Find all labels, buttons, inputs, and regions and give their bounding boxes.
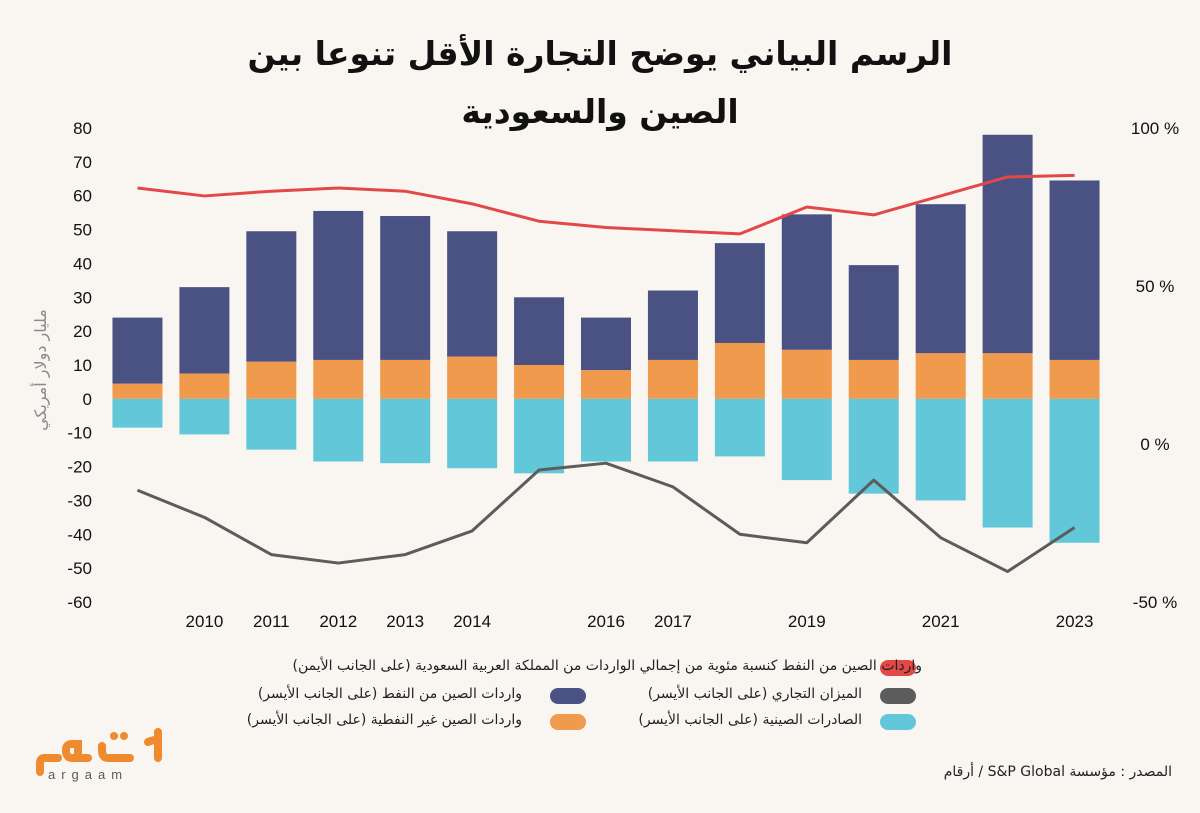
- x-tick-label: 2011: [253, 612, 290, 631]
- bar-nonoil-imports: [246, 361, 297, 399]
- y-tick-label: -40: [67, 525, 92, 544]
- y-tick-label: -60: [67, 593, 92, 612]
- y-tick-label: -30: [67, 491, 92, 510]
- bar-oil-imports: [1049, 180, 1100, 360]
- y2-tick-label: 100 %: [1131, 119, 1179, 138]
- y-tick-label: 30: [73, 288, 92, 307]
- bar-oil-imports: [714, 243, 765, 343]
- legend-swatch-share: [880, 660, 916, 676]
- legend-label-share: واردات الصين من النفط كنسبة مئوية من إجم…: [292, 658, 922, 674]
- y-tick-label: 0: [83, 390, 92, 409]
- bar-oil-imports: [380, 216, 431, 360]
- source-note: المصدر : مؤسسة S&P Global / أرقام: [943, 764, 1172, 780]
- bar-chinese-exports: [848, 398, 899, 494]
- legend-swatch-balance: [880, 688, 916, 704]
- x-tick-label: 2019: [788, 612, 826, 631]
- bar-nonoil-imports: [781, 349, 832, 399]
- bar-chinese-exports: [915, 398, 966, 501]
- x-tick-label: 2021: [922, 612, 960, 631]
- y2-tick-label: 50 %: [1136, 277, 1175, 296]
- bar-nonoil-imports: [179, 373, 230, 399]
- bar-nonoil-imports: [380, 359, 431, 399]
- bar-chinese-exports: [380, 398, 431, 464]
- legend-label-oil: واردات الصين من النفط (على الجانب الأيسر…: [257, 686, 522, 702]
- bar-oil-imports: [781, 214, 832, 350]
- bar-oil-imports: [246, 231, 297, 362]
- legend-swatch-nonoil: [550, 714, 586, 730]
- y2-tick-label: -50 %: [1133, 593, 1177, 612]
- x-tick-label: 2017: [654, 612, 692, 631]
- legend-swatch-exports: [880, 714, 916, 730]
- x-tick-label: 2012: [319, 612, 357, 631]
- y-tick-label: -10: [67, 424, 92, 443]
- bar-nonoil-imports: [313, 359, 364, 399]
- bar-oil-imports: [179, 287, 230, 374]
- bar-nonoil-imports: [647, 359, 698, 399]
- bar-nonoil-imports: [1049, 359, 1100, 399]
- bar-nonoil-imports: [581, 370, 631, 399]
- bar-nonoil-imports: [112, 383, 163, 399]
- x-tick-label: 2016: [587, 612, 625, 631]
- bar-nonoil-imports: [514, 365, 565, 399]
- bar-chinese-exports: [447, 398, 498, 469]
- chart-title-line-1: الرسم البياني يوضح التجارة الأقل تنوعا ب…: [247, 34, 953, 73]
- y-tick-label: 60: [73, 187, 92, 206]
- bar-chinese-exports: [246, 398, 297, 450]
- bar-chinese-exports: [112, 398, 163, 428]
- y-axis-title: مليار دولار أمريكي: [30, 309, 51, 431]
- bar-nonoil-imports: [982, 353, 1033, 399]
- bar-chinese-exports: [179, 398, 230, 435]
- bar-oil-imports: [514, 297, 565, 365]
- line-oil-share: [137, 173, 1075, 236]
- svg-text:argaam: argaam: [48, 767, 128, 782]
- legend-swatch-oil: [550, 688, 586, 704]
- line-trade-balance: [136, 461, 1076, 574]
- bar-chinese-exports: [982, 398, 1033, 528]
- bar-oil-imports: [647, 290, 698, 360]
- y-tick-label: 50: [73, 221, 92, 240]
- y-tick-label: 70: [73, 153, 92, 172]
- chart-title-line-2: الصين والسعودية: [461, 92, 739, 131]
- bar-oil-imports: [447, 231, 498, 357]
- bar-oil-imports: [313, 210, 364, 360]
- y-tick-label: -20: [67, 458, 92, 477]
- bar-chinese-exports: [1049, 398, 1100, 543]
- bar-oil-imports: [581, 317, 631, 371]
- bar-chinese-exports: [781, 398, 832, 481]
- legend-label-nonoil: واردات الصين غير النفطية (على الجانب الأ…: [246, 712, 522, 728]
- legend-label-balance: الميزان التجاري (على الجانب الأيسر): [647, 686, 862, 702]
- bar-oil-imports: [915, 204, 966, 354]
- y-tick-label: 40: [73, 254, 92, 273]
- bar-nonoil-imports: [714, 342, 765, 399]
- x-tick-label: 2010: [185, 612, 223, 631]
- y-tick-label: 10: [73, 356, 92, 375]
- y-tick-label: 80: [73, 119, 92, 138]
- argaam-logo: argaam: [28, 722, 178, 786]
- bar-nonoil-imports: [848, 359, 899, 399]
- bar-oil-imports: [848, 265, 899, 360]
- x-tick-label: 2023: [1056, 612, 1094, 631]
- x-tick-label: 2014: [453, 612, 491, 631]
- bar-nonoil-imports: [915, 353, 966, 399]
- y-tick-label: -50: [67, 559, 92, 578]
- bar-oil-imports: [982, 134, 1033, 354]
- legend-label-exports: الصادرات الصينية (على الجانب الأيسر): [638, 712, 862, 728]
- bar-chinese-exports: [514, 398, 565, 474]
- bar-chinese-exports: [313, 398, 364, 462]
- bar-chinese-exports: [714, 398, 765, 457]
- y2-tick-label: 0 %: [1140, 435, 1169, 454]
- x-tick-label: 2013: [386, 612, 424, 631]
- bar-oil-imports: [112, 317, 163, 384]
- bar-chinese-exports: [581, 398, 631, 462]
- y-tick-label: 20: [73, 322, 92, 341]
- bar-nonoil-imports: [447, 356, 498, 399]
- bar-chinese-exports: [647, 398, 698, 462]
